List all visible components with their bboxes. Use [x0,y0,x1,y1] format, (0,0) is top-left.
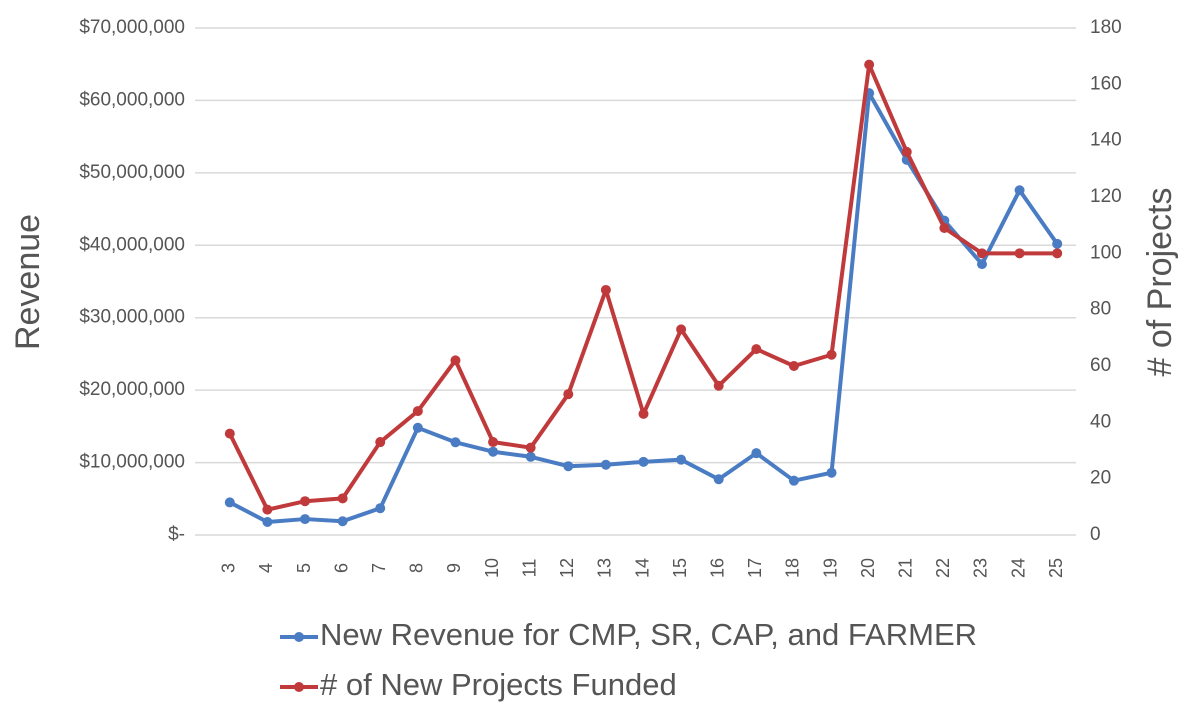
point [751,344,762,355]
legend-marker [294,632,304,642]
legend-label: # of New Projects Funded [320,667,677,702]
point [262,516,273,527]
y2-tick-label: 180 [1090,17,1122,38]
point [976,248,987,259]
point [638,408,649,419]
x-tick-label: 8 [407,563,427,573]
x-tick-label: 6 [331,563,351,573]
y-tick-label: $- [168,524,185,545]
point [488,446,499,457]
point [788,361,799,371]
x-tick-label: 18 [783,558,803,578]
point [864,59,875,70]
y2-tick-label: 140 [1090,130,1122,151]
point [337,516,348,527]
point [713,380,724,391]
point [412,422,423,433]
y-tick-label: $70,000,000 [79,17,185,38]
point [788,475,799,486]
point [563,461,574,472]
x-tick-label: 10 [482,558,502,578]
x-tick-label: 25 [1046,558,1066,578]
y2-tick-label: 60 [1090,355,1111,376]
x-tick-label: 16 [707,558,727,578]
x-tick-label: 24 [1008,558,1028,578]
y2-tick-label: 80 [1090,299,1111,320]
point [676,454,687,465]
point [1052,238,1063,249]
x-tick-label: 11 [519,559,539,578]
point [976,259,987,270]
x-tick-label: 23 [971,558,991,578]
point [300,514,311,525]
y-tick-label: $60,000,000 [79,89,185,110]
y-tick-label: $30,000,000 [79,307,185,328]
point [1052,248,1063,259]
y2-tick-label: 20 [1090,468,1111,489]
point [939,222,950,233]
x-tick-label: 12 [557,558,577,578]
point [676,324,687,335]
x-tick-label: 20 [858,558,878,578]
x-tick-label: 19 [820,558,840,578]
x-tick-label: 5 [294,563,314,573]
point [600,284,611,295]
point [450,437,461,448]
y2-tick-label: 120 [1090,186,1122,207]
point [375,437,386,448]
point [375,503,386,514]
x-tick-label: 14 [632,558,652,578]
point [713,474,724,485]
x-tick-label: 9 [444,563,464,573]
x-tick-label: 3 [219,563,239,573]
point [638,456,649,467]
point [412,406,423,417]
point [337,493,348,504]
x-tick-label: 17 [745,558,765,578]
point [224,497,235,508]
y-axis-label: Revenue [9,214,47,350]
y-tick-label: $10,000,000 [79,452,185,473]
point [488,437,499,448]
y2-tick-label: 100 [1090,242,1122,263]
y-tick-label: $20,000,000 [79,379,185,400]
y2-tick-label: 0 [1090,524,1101,545]
y2-tick-label: 160 [1090,73,1122,94]
point [901,146,912,157]
point [826,467,837,478]
point [826,349,837,360]
x-tick-label: 22 [933,558,953,578]
x-tick-label: 7 [369,563,389,573]
point [262,504,273,515]
x-tick-label: 15 [670,558,690,578]
legend-marker [294,682,304,692]
point [563,389,574,400]
series-line [228,62,1058,512]
y2-tick-label: 40 [1090,411,1111,432]
point [525,442,536,453]
legend-label: New Revenue for CMP, SR, CAP, and FARMER [320,617,977,652]
x-tick-label: 4 [256,563,276,573]
point [450,355,461,366]
point [300,496,311,507]
point [1014,185,1025,196]
y2-axis-label: # of Projects [1141,188,1179,377]
point [1014,248,1025,259]
y-tick-label: $40,000,000 [79,234,185,255]
y-tick-label: $50,000,000 [79,162,185,183]
point [224,428,235,439]
x-tick-label: 21 [896,558,916,578]
point [525,451,536,462]
point [600,459,611,470]
x-tick-label: 13 [595,558,615,578]
point [751,448,762,459]
